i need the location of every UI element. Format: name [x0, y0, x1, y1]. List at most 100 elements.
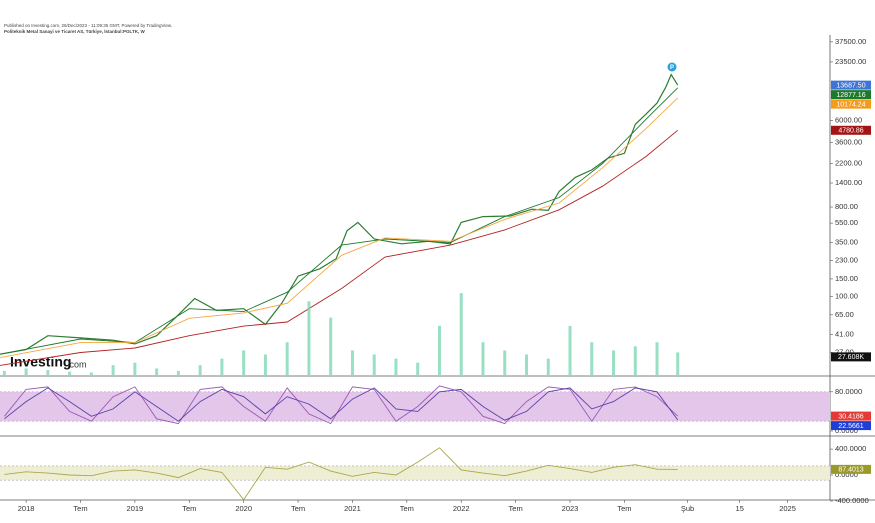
- volume-bar: [329, 317, 333, 375]
- x-tick-label: 2021: [344, 504, 361, 513]
- volume-bar: [612, 350, 616, 375]
- x-tick-label: 2019: [127, 504, 144, 513]
- volume-bar: [459, 293, 463, 375]
- y-tick-label: 27.00: [835, 348, 854, 357]
- y-tick-label: 80.0000: [835, 387, 862, 396]
- series-line: [4, 387, 679, 422]
- y-tick-label: 2200.00: [835, 159, 862, 168]
- volume-bar: [525, 354, 529, 375]
- price-tag: [831, 125, 871, 135]
- y-tick-label: 0.0000: [835, 470, 858, 479]
- volume-bar: [263, 354, 267, 375]
- volume-bar: [394, 358, 398, 375]
- x-tick-label: 2018: [18, 504, 35, 513]
- volume-bar: [481, 342, 485, 375]
- y-tick-label: 0.0000: [835, 426, 858, 435]
- volume-bar: [416, 362, 420, 375]
- price-tag-label: 12877.16: [836, 92, 865, 99]
- x-tick-label: Tem: [617, 504, 631, 513]
- price-tag-label: 13687.50: [836, 82, 865, 89]
- price-tag: [831, 411, 871, 421]
- series-line: [4, 447, 678, 501]
- price-tag-label: 30.4186: [838, 413, 863, 420]
- volume-bar: [242, 350, 246, 375]
- volume-bar: [307, 301, 311, 375]
- volume-bar: [220, 358, 224, 375]
- series-line: [0, 73, 679, 355]
- y-tick-label: 230.00: [835, 256, 858, 265]
- y-tick-label: 100.00: [835, 291, 858, 300]
- price-tag: [831, 464, 871, 474]
- price-tag-label: 4780.86: [838, 128, 863, 135]
- volume-bar: [133, 362, 137, 375]
- volume-bar: [676, 352, 680, 375]
- x-tick-label: Tem: [182, 504, 196, 513]
- y-tick-label: -400.0000: [835, 496, 869, 505]
- volume-bar: [655, 342, 659, 375]
- price-tag-label: 22.5661: [838, 423, 863, 430]
- volume-bar: [285, 342, 289, 375]
- series-line: [0, 97, 679, 359]
- marker-circle: [667, 62, 677, 72]
- x-tick-label: 2025: [779, 504, 796, 513]
- y-tick-label: 150.00: [835, 274, 858, 283]
- volume-bar: [633, 346, 637, 375]
- price-tag: [831, 80, 871, 90]
- marker-label: P: [670, 65, 674, 71]
- x-tick-label: Tem: [291, 504, 305, 513]
- volume-bar: [198, 365, 202, 375]
- volume-bar: [568, 325, 572, 375]
- x-tick-label: Tem: [400, 504, 414, 513]
- volume-bar: [372, 354, 376, 375]
- y-tick-label: 400.0000: [835, 444, 866, 453]
- y-tick-label: 350.00: [835, 238, 858, 247]
- indicator-band: [0, 465, 830, 481]
- y-tick-label: 800.00: [835, 202, 858, 211]
- x-tick-label: Tem: [73, 504, 87, 513]
- x-tick-label: 2023: [562, 504, 579, 513]
- y-tick-label: 41.00: [835, 330, 854, 339]
- volume-bar: [437, 325, 441, 375]
- series-line: [0, 129, 678, 366]
- volume-bar: [46, 370, 50, 375]
- volume-bar: [590, 342, 594, 375]
- price-tag: [831, 99, 871, 109]
- logo-main: Investing: [10, 354, 71, 370]
- y-tick-label: 550.00: [835, 218, 858, 227]
- volume-bar: [176, 370, 180, 375]
- x-tick-label: 2020: [235, 504, 252, 513]
- volume-bar: [503, 350, 507, 375]
- price-tag: [831, 421, 871, 431]
- x-tick-label: 2022: [453, 504, 470, 513]
- instrument-title: Politeknik Metal Sanayi ve Ticaret AS, T…: [4, 28, 145, 34]
- x-tick-label: Tem: [509, 504, 523, 513]
- volume-tag: [831, 352, 871, 362]
- y-tick-label: 23500.00: [835, 57, 866, 66]
- x-tick-label: Şub: [681, 504, 694, 513]
- series-line: [0, 87, 679, 355]
- volume-tag-label: 27.608K: [838, 354, 864, 361]
- y-tick-label: 1400.00: [835, 178, 862, 187]
- y-tick-label: 65.00: [835, 310, 854, 319]
- price-tag-label: 10174.24: [836, 101, 865, 108]
- indicator-band: [0, 391, 830, 422]
- volume-bar: [2, 370, 6, 375]
- y-tick-label: 6000.00: [835, 116, 862, 125]
- volume-bar: [350, 350, 354, 375]
- y-tick-label: 3600.00: [835, 137, 862, 146]
- volume-bar: [89, 372, 93, 375]
- logo-suffix: .com: [67, 359, 87, 369]
- x-tick-label: 15: [736, 504, 744, 513]
- logo: Investing .com: [10, 354, 87, 370]
- volume-bar: [111, 365, 115, 375]
- y-tick-label: 37500.00: [835, 37, 866, 46]
- volume-bar: [155, 368, 159, 375]
- volume-bar: [546, 358, 550, 375]
- volume-bar: [68, 371, 72, 375]
- price-tag-label: 87.4013: [838, 467, 863, 474]
- volume-bar: [24, 368, 28, 375]
- price-tag: [831, 90, 871, 100]
- published-note: Published on Investing.com, 26/Dec/2023 …: [4, 23, 172, 28]
